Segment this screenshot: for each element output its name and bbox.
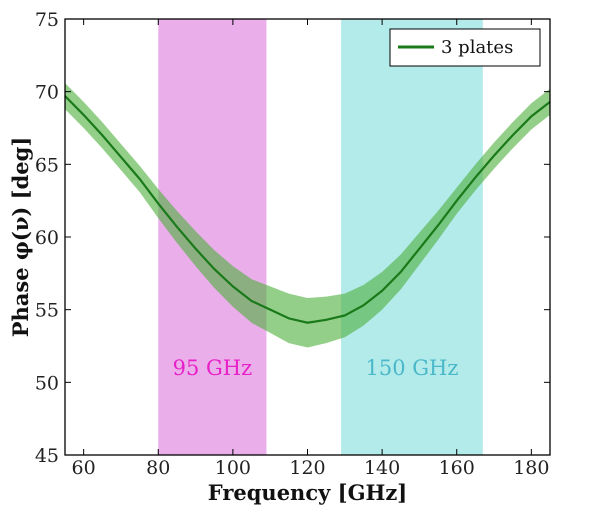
y-tick-label: 70 <box>35 82 59 104</box>
x-tick-label: 140 <box>364 457 400 479</box>
series-line-3-plates <box>64 95 551 324</box>
x-tick-label: 180 <box>513 457 549 479</box>
y-tick-label: 75 <box>35 9 59 31</box>
y-tick-label: 45 <box>35 445 59 467</box>
x-tick-label: 120 <box>289 457 325 479</box>
legend-label-3-plates: 3 plates <box>441 37 513 58</box>
x-tick-label: 160 <box>439 457 475 479</box>
x-tick-label: 80 <box>146 457 170 479</box>
series-layer <box>64 82 551 348</box>
y-tick-label: 50 <box>35 372 59 394</box>
band-label-95-ghz: 95 GHz <box>173 356 253 380</box>
band-labels: 95 GHz 150 GHz <box>173 356 459 380</box>
legend: 3 plates <box>389 28 541 67</box>
y-tick-label: 55 <box>35 300 59 322</box>
y-tick-label: 60 <box>35 227 59 249</box>
band-label-150-ghz: 150 GHz <box>366 356 459 380</box>
x-tick-label: 60 <box>72 457 96 479</box>
y-tick-label: 65 <box>35 154 59 176</box>
frequency-bands <box>158 19 483 455</box>
series-uncertainty-band <box>65 82 550 348</box>
x-tick-label: 100 <box>215 457 251 479</box>
band-150-ghz <box>341 19 483 455</box>
axis-ticks: 60 80 100 120 140 160 180 45 50 55 60 65 70 75 <box>35 9 550 479</box>
x-axis-label: Frequency [GHz] <box>208 480 407 505</box>
y-axis-label: Phase φ(ν) [deg] <box>8 137 33 338</box>
